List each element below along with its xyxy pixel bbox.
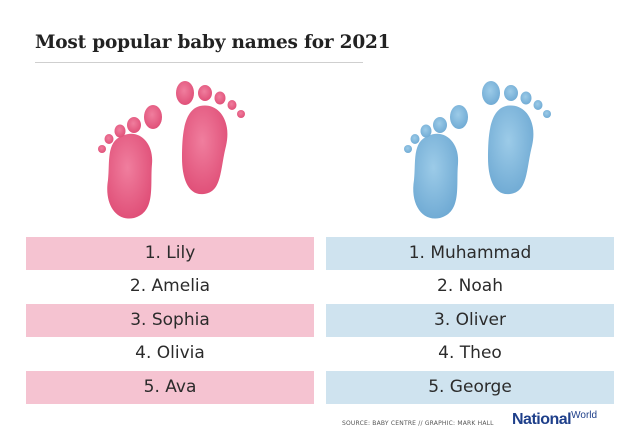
girls-names-list: 1. Lily 2. Amelia 3. Sophia 4. Olivia 5.… bbox=[26, 237, 314, 404]
boys-footprints-icon bbox=[398, 76, 558, 230]
girls-name-1: 1. Lily bbox=[26, 237, 314, 271]
publisher-logo: NationalWorld bbox=[512, 411, 597, 428]
boys-names-list: 1. Muhammad 2. Noah 3. Oliver 4. Theo 5.… bbox=[326, 237, 614, 404]
boys-name-2: 2. Noah bbox=[437, 276, 503, 297]
title-divider bbox=[35, 62, 363, 63]
boys-name-1: 1. Muhammad bbox=[326, 237, 614, 271]
girls-name-2: 2. Amelia bbox=[129, 276, 211, 297]
boys-name-4: 4. Theo bbox=[438, 343, 502, 364]
boys-name-5: 5. George bbox=[326, 370, 614, 404]
girls-name-5: 5. Ava bbox=[26, 370, 314, 404]
girls-name-3: 3. Sophia bbox=[26, 303, 314, 338]
logo-sub-text: World bbox=[571, 410, 598, 421]
source-credit: SOURCE: BABY CENTRE // GRAPHIC: MARK HAL… bbox=[342, 420, 494, 427]
girls-footprints-icon bbox=[92, 76, 252, 230]
logo-main-text: National bbox=[512, 411, 572, 428]
page-title: Most popular baby names for 2021 bbox=[35, 32, 391, 53]
boys-name-3: 3. Oliver bbox=[326, 303, 614, 338]
girls-name-4: 4. Olivia bbox=[135, 343, 205, 364]
